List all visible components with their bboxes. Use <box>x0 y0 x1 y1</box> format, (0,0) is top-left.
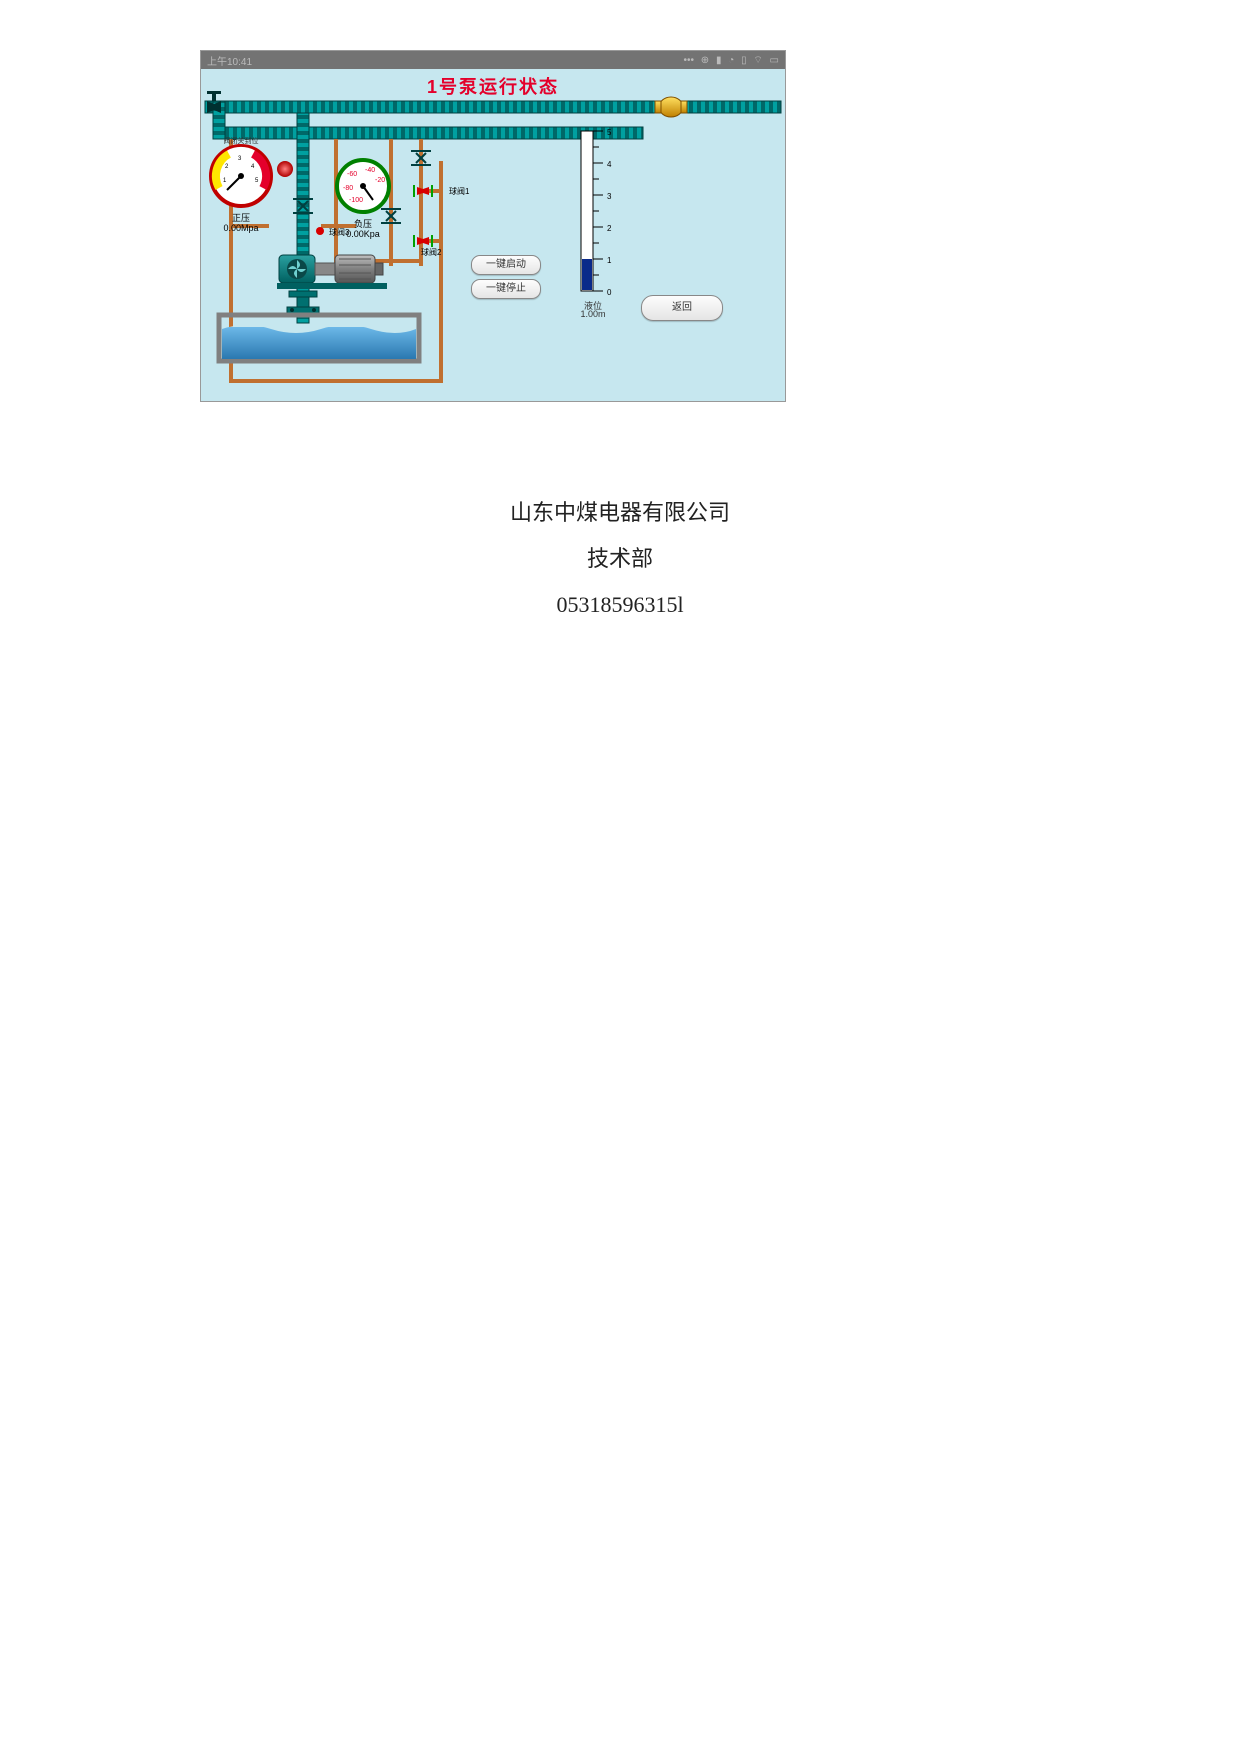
svg-text:3: 3 <box>607 192 612 201</box>
valve1-label: 球阀1 <box>449 186 470 196</box>
indicator-red-left <box>277 161 293 177</box>
status-time: 上午10:41 <box>207 53 252 68</box>
main-pipe-2 <box>213 127 643 139</box>
company-name: 山东中煤电器有限公司 <box>460 490 780 536</box>
level-value: 1.00m <box>573 309 613 319</box>
negative-gauge-value: 0.00Kpa <box>346 229 380 239</box>
pump-assembly <box>277 255 387 289</box>
valve3-dot-icon <box>316 227 324 235</box>
pump-diagram: 1 2 3 4 5 阀闭关到位 正压 0.00Mpa -20 -40 -60 -… <box>201 91 785 401</box>
positive-gauge: 1 2 3 4 5 <box>211 146 271 206</box>
status-icons: ••• ⊕ ▮ ◔ ▯ ⌔ ▭ <box>679 54 779 67</box>
battery-icon: ▭ <box>770 55 779 66</box>
negative-gauge-title: 负压 <box>354 218 372 229</box>
main-pipe-top <box>205 101 781 113</box>
gold-joint-icon <box>655 97 687 117</box>
stop-button[interactable]: 一键停止 <box>471 279 541 299</box>
positive-gauge-value: 0.00Mpa <box>223 223 258 233</box>
positive-gauge-name: 阀闭关到位 <box>224 136 259 145</box>
status-bar: 上午10:41 ••• ⊕ ▮ ◔ ▯ ⌔ ▭ <box>201 51 785 69</box>
svg-text:1: 1 <box>607 256 612 265</box>
dots-icon: ••• <box>683 55 694 66</box>
positive-gauge-title: 正压 <box>232 213 250 223</box>
level-tube: 5 4 3 2 1 0 <box>581 128 612 297</box>
valve2-label: 球阀2 <box>421 247 442 257</box>
valve3-label: 球阀3 <box>329 227 350 237</box>
company-block: 山东中煤电器有限公司 技术部 05318596315l <box>460 490 780 628</box>
water-tank <box>219 315 419 361</box>
wifi-icon: ⊕ <box>701 55 709 66</box>
negative-gauge: -20 -40 -60 -80 -100 <box>337 160 389 212</box>
svg-text:-20: -20 <box>375 177 385 184</box>
bars-icon: ▯ <box>741 55 747 66</box>
svg-text:5: 5 <box>607 128 612 137</box>
wave-icon: ⌔ <box>753 55 762 66</box>
signal-icon: ▮ <box>716 55 722 66</box>
clock-icon: ◔ <box>728 55 734 66</box>
svg-text:-100: -100 <box>349 197 363 204</box>
svg-text:2: 2 <box>607 224 612 233</box>
flange-icon <box>287 291 319 313</box>
svg-text:-80: -80 <box>343 185 353 192</box>
company-dept: 技术部 <box>460 536 780 582</box>
back-button[interactable]: 返回 <box>641 295 723 321</box>
svg-text:-40: -40 <box>365 167 375 174</box>
device-screenshot: 上午10:41 ••• ⊕ ▮ ◔ ▯ ⌔ ▭ 1号泵运行状态 <box>200 50 786 402</box>
svg-text:4: 4 <box>607 160 612 169</box>
svg-text:-60: -60 <box>347 171 357 178</box>
start-button[interactable]: 一键启动 <box>471 255 541 275</box>
svg-text:0: 0 <box>607 288 612 297</box>
company-phone: 05318596315l <box>460 582 780 628</box>
